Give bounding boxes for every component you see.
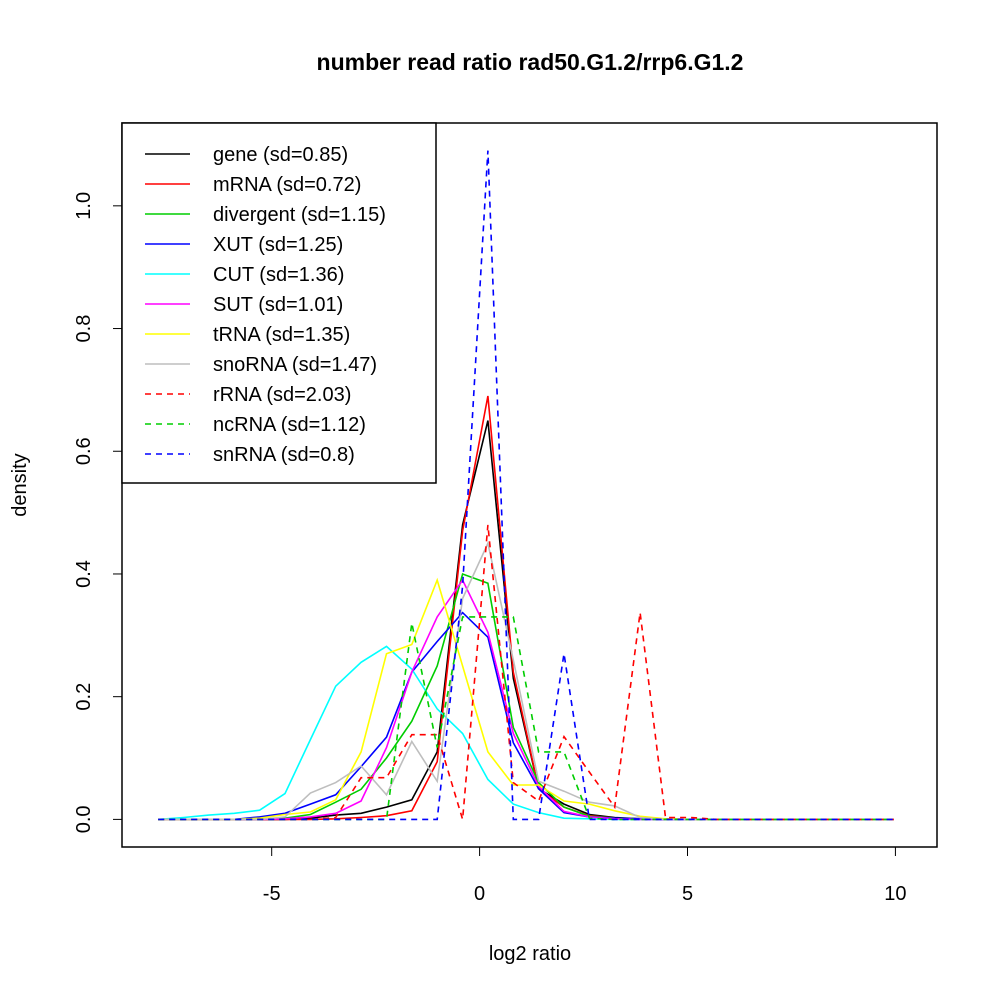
x-tick-label: -5: [263, 883, 281, 905]
x-axis: -5 0 5 10: [263, 846, 907, 905]
legend-label-7: snoRNA (sd=1.47): [213, 354, 377, 376]
legend-label-9: ncRNA (sd=1.12): [213, 414, 366, 436]
x-tick-label: 0: [474, 883, 485, 905]
series-layer: [158, 150, 894, 821]
y-tick-label: 1.0: [73, 192, 95, 220]
y-axis-title: density: [9, 453, 31, 516]
legend-label-4: CUT (sd=1.36): [213, 264, 344, 286]
y-tick-label: 0.0: [73, 805, 95, 833]
legend: gene (sd=0.85) mRNA (sd=0.72) divergent (s…: [121, 122, 437, 484]
x-axis-title: log2 ratio: [489, 943, 571, 965]
legend-label-0: gene (sd=0.85): [213, 144, 348, 166]
legend-label-3: XUT (sd=1.25): [213, 234, 343, 256]
y-tick-label: 0.8: [73, 315, 95, 343]
legend-label-8: rRNA (sd=2.03): [213, 384, 351, 406]
y-axis: 0.0 0.2 0.4 0.6 0.8 1.0: [73, 192, 122, 833]
x-tick-label: 5: [682, 883, 693, 905]
legend-box: [121, 122, 437, 484]
y-tick-label: 0.4: [73, 560, 95, 588]
series-line-10: [158, 150, 894, 821]
x-tick-label: 10: [884, 883, 906, 905]
legend-label-2: divergent (sd=1.15): [213, 204, 386, 226]
legend-label-10: snRNA (sd=0.8): [213, 444, 355, 466]
chart-title: number read ratio rad50.G1.2/rrp6.G1.2: [317, 49, 744, 75]
legend-label-6: tRNA (sd=1.35): [213, 324, 350, 346]
legend-label-5: SUT (sd=1.01): [213, 294, 343, 316]
y-tick-label: 0.6: [73, 437, 95, 465]
legend-label-1: mRNA (sd=0.72): [213, 174, 361, 196]
y-tick-label: 0.2: [73, 683, 95, 711]
